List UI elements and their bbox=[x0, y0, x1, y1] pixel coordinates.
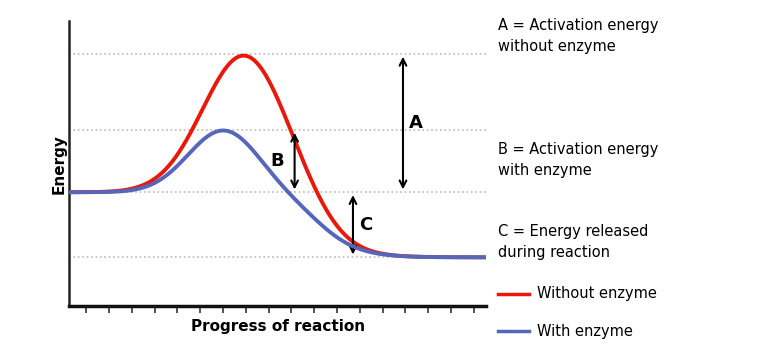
Text: A = Activation energy
without enzyme: A = Activation energy without enzyme bbox=[498, 18, 659, 54]
Text: B: B bbox=[270, 152, 284, 170]
Text: C: C bbox=[359, 216, 372, 234]
Text: With enzyme: With enzyme bbox=[537, 324, 632, 339]
Text: C = Energy released
during reaction: C = Energy released during reaction bbox=[498, 224, 648, 260]
Text: A: A bbox=[409, 114, 423, 132]
Text: B = Activation energy
with enzyme: B = Activation energy with enzyme bbox=[498, 142, 659, 178]
Text: Without enzyme: Without enzyme bbox=[537, 286, 656, 301]
Y-axis label: Energy: Energy bbox=[52, 134, 66, 194]
X-axis label: Progress of reaction: Progress of reaction bbox=[191, 319, 365, 334]
